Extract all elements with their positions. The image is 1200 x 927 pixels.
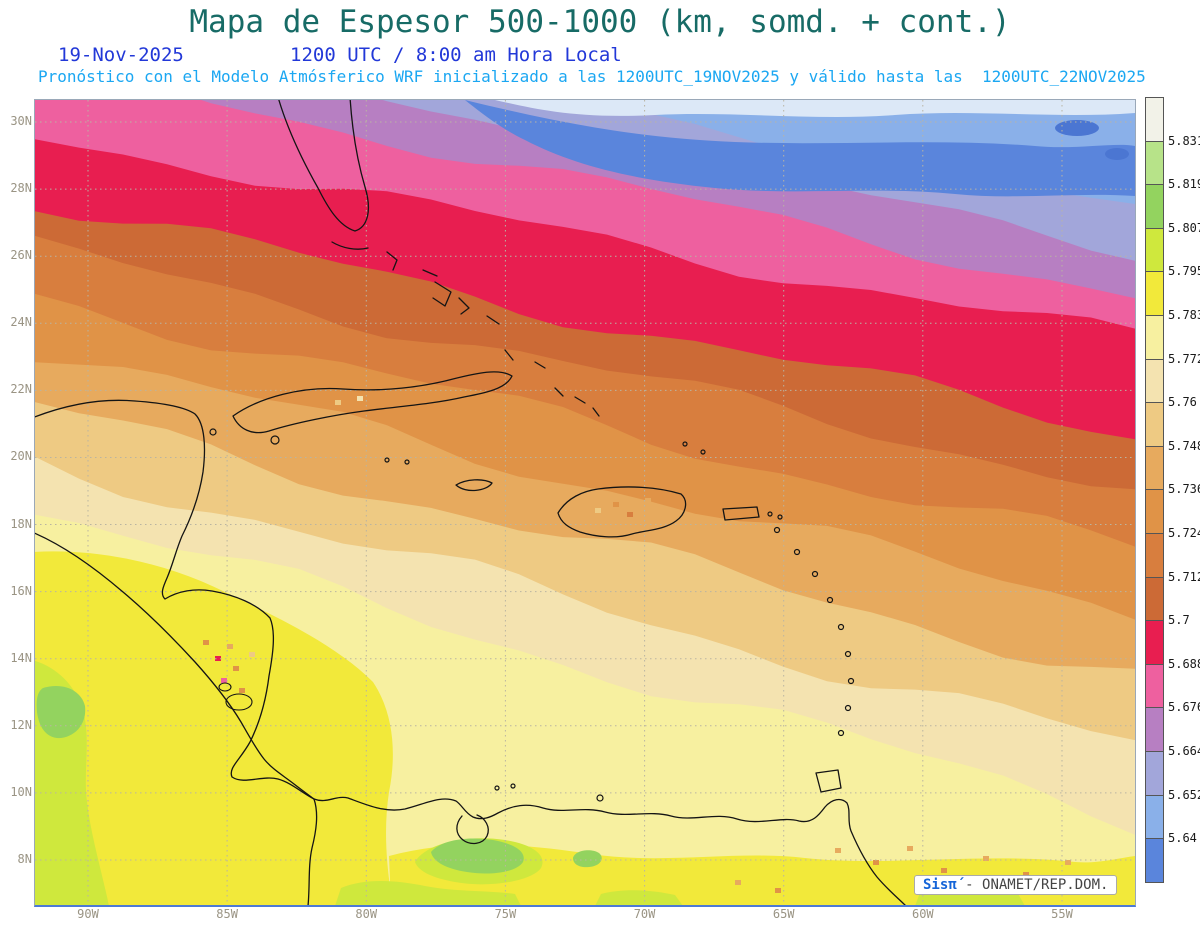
colorbar-label: 5.724 <box>1168 526 1200 540</box>
lon-label: 90W <box>77 907 99 921</box>
lat-label: 22N <box>10 382 32 397</box>
colorbar-swatch <box>1146 403 1163 447</box>
lat-label: 20N <box>10 449 32 464</box>
colorbar-swatch <box>1146 490 1163 534</box>
colorbar-label: 5.652 <box>1168 787 1200 802</box>
contour-bands <box>35 100 1135 905</box>
colorbar-swatch <box>1146 446 1163 491</box>
lon-label: 60W <box>911 907 934 921</box>
run-date: 19-Nov-2025 <box>58 44 184 66</box>
colorbar-label: 5.7 <box>1168 613 1190 628</box>
lat-label: 10N <box>10 784 32 799</box>
colorbar-swatch <box>1146 708 1163 752</box>
colorbar-swatch <box>1146 228 1163 273</box>
graticule <box>35 100 1135 905</box>
colorbar-swatch <box>1146 272 1163 316</box>
colorbar-label: 5.807 <box>1168 220 1200 235</box>
colorbar-swatch <box>1146 751 1163 796</box>
colorbar-swatch <box>1146 664 1163 709</box>
lat-label: 28N <box>10 181 32 196</box>
colorbar-swatch <box>1146 533 1163 578</box>
colorbar-swatch-stack <box>1145 97 1164 883</box>
colorbar-swatch <box>1146 98 1163 142</box>
colorbar-label: 5.712 <box>1168 569 1200 584</box>
colorbar-label: 5.748 <box>1168 438 1200 453</box>
credit-org: - ONAMET/REP.DOM. <box>956 877 1109 893</box>
colorbar-swatch <box>1146 185 1163 229</box>
lat-label: 30N <box>10 114 32 128</box>
forecast-info-line: Pronóstico con el Modelo Atmósferico WRF… <box>38 67 1146 86</box>
colorbar-swatch <box>1146 621 1163 665</box>
colorbar-label: 5.76 <box>1168 395 1197 410</box>
colorbar: 5.831 5.819 5.807 5.795 5.783 5.772 5.76 5.748 5… <box>1145 97 1200 887</box>
lon-label: 75W <box>494 907 517 921</box>
valid-time: 1200 UTC / 8:00 am Hora Local <box>290 44 622 66</box>
contour-map-canvas <box>34 99 1136 907</box>
credit-brand: Sis <box>923 877 949 893</box>
colorbar-label: 5.772 <box>1168 351 1200 366</box>
colorbar-label: 5.664 <box>1168 744 1200 758</box>
contour-map-svg <box>35 100 1135 905</box>
colorbar-label: 5.688 <box>1168 656 1200 671</box>
lat-label: 18N <box>10 516 32 531</box>
page-title: Mapa de Espesor 500-1000 (km, somd. + co… <box>189 4 1011 40</box>
colorbar-swatch <box>1146 359 1163 404</box>
colorbar-swatch <box>1146 795 1163 840</box>
colorbar-label: 5.831 <box>1168 133 1200 148</box>
colorbar-label: 5.64 <box>1168 831 1197 846</box>
lat-label: 12N <box>10 717 32 732</box>
lon-label: 70W <box>633 907 656 921</box>
lat-label: 8N <box>17 851 32 866</box>
lat-label: 24N <box>10 315 32 330</box>
lon-label: 55W <box>1051 907 1073 921</box>
terrain-speckles <box>203 396 1071 893</box>
coastlines <box>35 100 906 905</box>
lat-label: 14N <box>10 650 32 665</box>
colorbar-swatch <box>1146 315 1163 360</box>
colorbar-swatch <box>1146 839 1163 882</box>
lat-label: 16N <box>10 583 32 598</box>
colorbar-swatch <box>1146 577 1163 622</box>
colorbar-label: 5.736 <box>1168 482 1200 497</box>
lat-label: 26N <box>10 248 32 263</box>
colorbar-label: 5.783 <box>1168 308 1200 322</box>
colorbar-label: 5.819 <box>1168 177 1200 192</box>
credit-badge: Sisπ́ - ONAMET/REP.DOM. <box>914 875 1118 895</box>
credit-brand-symbol: π́ <box>948 877 957 893</box>
colorbar-swatch <box>1146 141 1163 186</box>
colorbar-label: 5.676 <box>1168 700 1200 715</box>
lon-label: 65W <box>772 907 795 921</box>
lon-label: 80W <box>355 907 378 921</box>
lon-label: 85W <box>216 907 238 921</box>
colorbar-label: 5.795 <box>1168 264 1200 279</box>
